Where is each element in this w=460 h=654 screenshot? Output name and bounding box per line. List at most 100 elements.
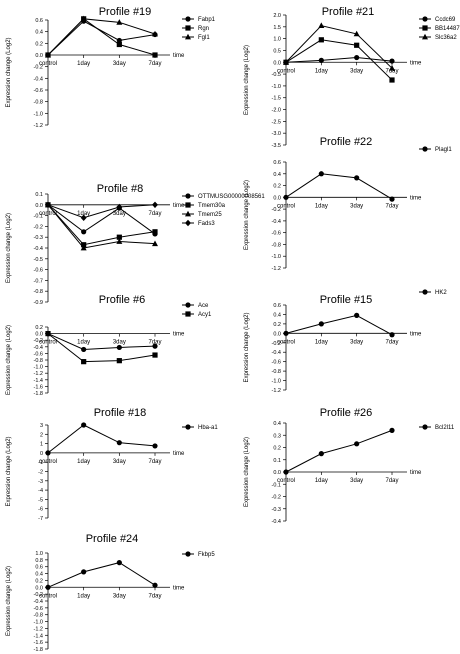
y-tick-label: -1.6	[34, 384, 43, 390]
data-point	[45, 450, 51, 456]
legend-label: Bcl2l11	[435, 425, 455, 431]
y-tick-label: -0.6	[272, 231, 281, 237]
legend-label: OTTMUSG00000008561	[198, 194, 265, 200]
y-tick-label: 0.3	[273, 433, 281, 439]
y-tick-label: -3	[38, 479, 43, 485]
panel-title: Profile #24	[86, 533, 139, 545]
data-point	[116, 37, 122, 44]
profile-panel: Profile #19 0.6 0.4 0.2 0.0 -0.2 -0.4 -0.6 -0.8 -…	[6, 6, 216, 129]
y-tick-label: -0.4	[34, 599, 43, 605]
y-tick-label: 0.6	[273, 160, 281, 166]
y-tick-label: -0.2	[34, 592, 43, 598]
y-tick-label: -0.6	[34, 88, 43, 94]
data-point	[283, 59, 289, 65]
x-tick-label: 3day	[350, 203, 363, 209]
y-tick-label: -0.2	[272, 495, 281, 501]
y-tick-label: 2.0	[273, 13, 281, 19]
data-point	[116, 41, 122, 48]
y-tick-label: 0.4	[273, 421, 281, 427]
y-tick-label: -0.4	[34, 76, 43, 82]
panel-title: Profile #15	[320, 294, 373, 306]
y-tick-label: 0.0	[273, 331, 281, 337]
legend-label: Slc36a2	[435, 35, 457, 41]
series-line	[47, 204, 156, 219]
legend-marker	[422, 289, 428, 295]
data-point	[318, 321, 324, 327]
y-tick-label: 1.0	[273, 37, 281, 43]
profile-panel: Profile #241.00.80.60.40.20.0-0.2-0.4-0.…	[6, 533, 215, 653]
data-point	[152, 240, 158, 247]
y-tick-label: -0.4	[34, 345, 43, 351]
series-line	[47, 424, 156, 454]
legend-marker	[422, 16, 428, 22]
series-line	[285, 429, 393, 473]
x-axis-label: time	[173, 203, 185, 209]
y-tick-label: 1.5	[273, 25, 281, 31]
data-point	[81, 569, 87, 575]
y-tick-label: -0.2	[34, 224, 43, 230]
y-tick-label: 0.0	[273, 195, 281, 201]
y-tick-label: -0.8	[34, 358, 43, 364]
x-tick-label: control	[39, 61, 57, 67]
legend-label: Fgl1	[198, 35, 210, 41]
y-tick-label: 0.0	[35, 203, 43, 209]
y-tick-label: -0.4	[272, 350, 281, 356]
legend-marker	[185, 16, 191, 22]
profile-panel: Profile #21 2.0 1.5 1.0 0.5 0.0 -0.5 -1.0 -1.5 -2…	[244, 6, 460, 149]
x-tick-label: 1day	[315, 339, 328, 345]
data-point	[116, 440, 122, 446]
y-tick-label: -0.2	[34, 65, 43, 71]
data-point	[80, 244, 87, 251]
x-tick-label: control	[277, 203, 295, 209]
data-point	[389, 427, 395, 433]
x-tick-label: 1day	[77, 61, 90, 67]
panel-title: Profile #6	[99, 294, 145, 306]
y-axis-label: Expression change (Log2)	[6, 325, 12, 395]
y-axis-label: Expression change (Log2)	[244, 437, 250, 507]
y-tick-label: 0.4	[273, 312, 281, 318]
data-point	[152, 229, 158, 235]
data-point	[116, 238, 123, 244]
y-tick-label: -0.6	[34, 268, 43, 274]
series-line	[285, 39, 393, 81]
legend-label: HK2	[435, 290, 447, 296]
y-tick-label: -0.5	[272, 72, 281, 78]
legend-label: Fads3	[198, 221, 215, 227]
y-tick-label: -6	[38, 507, 43, 513]
y-tick-label: 0.6	[35, 18, 43, 24]
y-tick-label: 0.4	[35, 30, 43, 36]
x-tick-label: 7day	[148, 61, 161, 67]
y-tick-label: -0.3	[34, 235, 43, 241]
y-tick-label: -3.0	[272, 131, 281, 137]
x-tick-label: 3day	[113, 459, 126, 465]
series-line	[285, 57, 393, 63]
legend-label: Hba-a1	[198, 425, 218, 431]
y-tick-label: -1	[38, 460, 43, 466]
y-tick-label: -0.6	[272, 360, 281, 366]
data-point	[152, 52, 158, 58]
x-tick-label: 1day	[77, 340, 90, 346]
data-point	[318, 22, 325, 29]
y-tick-label: -1.4	[34, 633, 43, 639]
data-point	[116, 203, 123, 211]
series-line	[47, 204, 156, 249]
legend-label: Ace	[198, 303, 209, 309]
y-axis-label: Expression change (Log2)	[244, 312, 250, 382]
y-tick-label: -1.2	[34, 626, 43, 632]
data-point	[354, 42, 360, 48]
y-tick-label: -1.8	[34, 647, 43, 653]
legend-label: Ccdc69	[435, 17, 456, 23]
legend-marker	[422, 424, 428, 430]
y-tick-label: -5	[38, 497, 43, 503]
series-line	[285, 314, 393, 336]
y-tick-label: 2	[40, 432, 43, 438]
y-tick-label: -0.6	[34, 351, 43, 357]
data-point	[318, 37, 324, 43]
y-tick-label: -1.8	[34, 391, 43, 397]
data-point	[283, 469, 289, 475]
y-tick-label: -2	[38, 470, 43, 476]
y-tick-label: 0.0	[273, 470, 281, 476]
legend-marker	[185, 193, 191, 199]
panel-title: Profile #21	[322, 6, 375, 18]
y-axis-label: Expression change (Log2)	[244, 180, 250, 250]
